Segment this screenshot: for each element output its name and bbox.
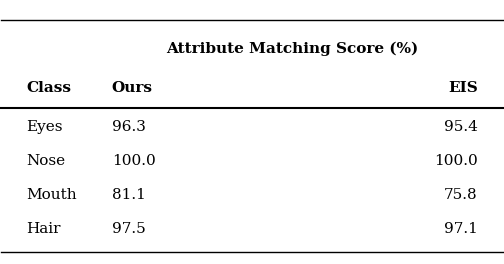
Text: Ours: Ours [112,81,153,95]
Text: 75.8: 75.8 [444,188,478,202]
Text: EIS: EIS [448,81,478,95]
Text: 97.1: 97.1 [444,222,478,236]
Text: 100.0: 100.0 [112,154,155,168]
Text: Nose: Nose [26,154,66,168]
Text: Mouth: Mouth [26,188,77,202]
Text: 81.1: 81.1 [112,188,146,202]
Text: Hair: Hair [26,222,61,236]
Text: Class: Class [26,81,72,95]
Text: 96.3: 96.3 [112,120,146,134]
Text: Attribute Matching Score (%): Attribute Matching Score (%) [166,41,418,56]
Text: 97.5: 97.5 [112,222,146,236]
Text: 100.0: 100.0 [434,154,478,168]
Text: Eyes: Eyes [26,120,63,134]
Text: 95.4: 95.4 [444,120,478,134]
